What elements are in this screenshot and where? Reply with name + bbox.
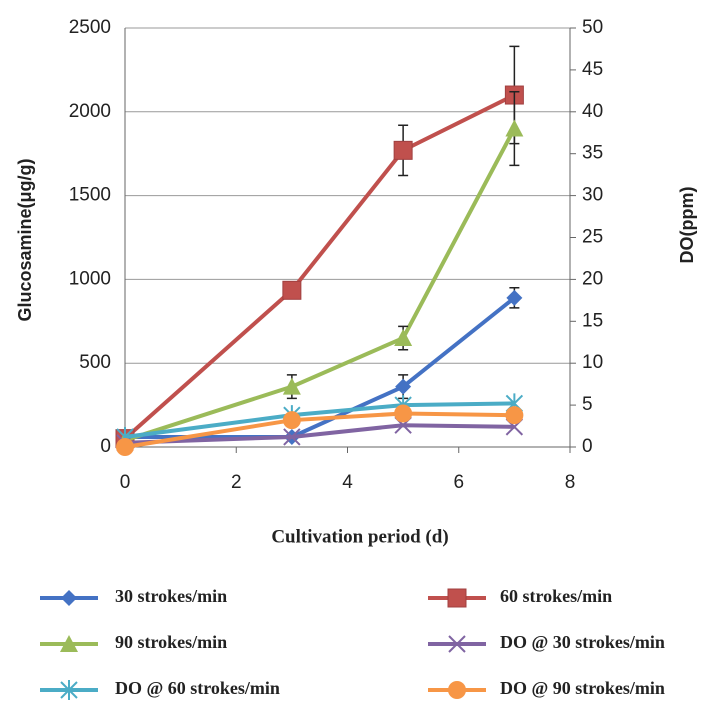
y-tick-label: 1500: [69, 185, 111, 206]
x-tick-label: 2: [231, 472, 242, 493]
legend-label: DO @ 60 strokes/min: [115, 678, 280, 698]
y2-tick-label: 10: [582, 352, 603, 373]
marker: [283, 281, 301, 299]
legend-label: 60 strokes/min: [500, 586, 612, 606]
series-line: [125, 129, 514, 441]
y-tick-label: 500: [79, 352, 111, 373]
y2-tick-label: 25: [582, 227, 603, 248]
y-tick-label: 2500: [69, 17, 111, 38]
x-tick-label: 6: [453, 472, 464, 493]
legend-label: DO @ 90 strokes/min: [500, 678, 665, 698]
marker: [283, 378, 301, 395]
marker: [61, 590, 77, 606]
y-tick-label: 1000: [69, 268, 111, 289]
y2-tick-label: 15: [582, 310, 603, 331]
y2-tick-label: 20: [582, 268, 603, 289]
x-tick-label: 8: [565, 472, 576, 493]
y2-tick-label: 30: [582, 185, 603, 206]
legend-label: DO @ 30 strokes/min: [500, 632, 665, 652]
y2-tick-label: 0: [582, 436, 593, 457]
y2-tick-label: 5: [582, 394, 593, 415]
y-tick-label: 2000: [69, 101, 111, 122]
y-tick-label: 0: [100, 436, 111, 457]
y2-tick-label: 50: [582, 17, 603, 38]
marker: [448, 589, 466, 607]
y-axis-label: Glucosamine(μg/g): [15, 158, 35, 321]
marker: [505, 406, 523, 424]
y2-tick-label: 45: [582, 59, 603, 80]
marker: [394, 141, 412, 159]
marker: [116, 438, 134, 456]
x-tick-label: 4: [342, 472, 353, 493]
marker: [283, 411, 301, 429]
y2-axis-label: DO(ppm): [677, 187, 697, 264]
y2-tick-label: 35: [582, 143, 603, 164]
marker: [505, 120, 523, 137]
x-tick-label: 0: [120, 472, 131, 493]
y2-tick-label: 40: [582, 101, 603, 122]
marker: [394, 329, 412, 346]
page: Cultivation period (d) Glucosamine(μg/g)…: [0, 0, 728, 705]
legend-label: 30 strokes/min: [115, 586, 227, 606]
chart: Cultivation period (d) Glucosamine(μg/g)…: [0, 0, 728, 705]
marker: [394, 404, 412, 422]
marker: [448, 681, 466, 699]
x-axis-label: Cultivation period (d): [271, 526, 448, 547]
series-line: [125, 95, 514, 439]
legend-label: 90 strokes/min: [115, 632, 227, 652]
